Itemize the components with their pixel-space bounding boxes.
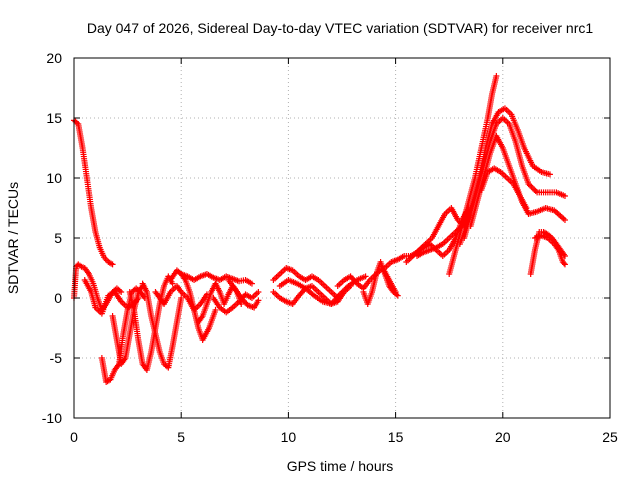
x-tick-label: 5 — [177, 429, 185, 445]
data-point — [362, 273, 369, 280]
data-point — [546, 171, 553, 178]
series-pass-a — [71, 117, 116, 268]
x-tick-label: 20 — [495, 429, 511, 445]
y-axis-label: SDTVAR / TECUs — [5, 182, 21, 294]
y-tick-label: 20 — [46, 50, 62, 66]
series-pass-m — [225, 277, 262, 311]
axis-ticks — [73, 57, 611, 419]
data-point — [248, 280, 255, 287]
series-pass-p — [276, 273, 369, 307]
x-tick-label: 10 — [281, 429, 297, 445]
series-pass-r — [360, 259, 401, 307]
y-tick-label: 5 — [54, 230, 62, 246]
y-tick-label: 0 — [54, 290, 62, 306]
series-pass-n — [270, 265, 341, 301]
data-point — [109, 261, 116, 268]
data-points — [71, 73, 568, 385]
x-tick-label: 15 — [388, 429, 404, 445]
data-point — [212, 307, 219, 313]
data-point — [523, 205, 530, 211]
x-tick-label: 0 — [70, 429, 78, 445]
data-point — [255, 289, 262, 295]
series-pass-v — [446, 73, 500, 277]
series-pass-q — [334, 265, 399, 295]
x-axis-label: GPS time / hours — [287, 458, 394, 474]
data-point — [169, 280, 176, 287]
series-pass-ab — [531, 232, 568, 268]
data-point — [561, 217, 568, 223]
data-point — [118, 289, 125, 295]
y-tick-label: -5 — [50, 350, 63, 366]
y-axis-tick-labels: -10 -5 0 5 10 15 20 — [42, 50, 62, 426]
data-point — [561, 193, 568, 199]
y-tick-label: 10 — [46, 170, 62, 186]
x-axis-tick-labels: 0 5 10 15 20 25 — [70, 429, 618, 445]
series-pass-g — [139, 280, 185, 371]
chart-title: Day 047 of 2026, Sidereal Day-to-day VTE… — [87, 20, 593, 36]
data-point — [178, 295, 185, 301]
data-point — [493, 73, 500, 79]
x-tick-label: 25 — [602, 429, 618, 445]
series-pass-z — [478, 165, 530, 211]
data-point — [560, 260, 567, 267]
y-tick-label: -10 — [42, 410, 62, 426]
data-point — [561, 261, 568, 268]
data-point — [255, 297, 262, 304]
data-point — [394, 292, 401, 299]
series-pass-e — [109, 283, 146, 367]
y-tick-label: 15 — [46, 110, 62, 126]
